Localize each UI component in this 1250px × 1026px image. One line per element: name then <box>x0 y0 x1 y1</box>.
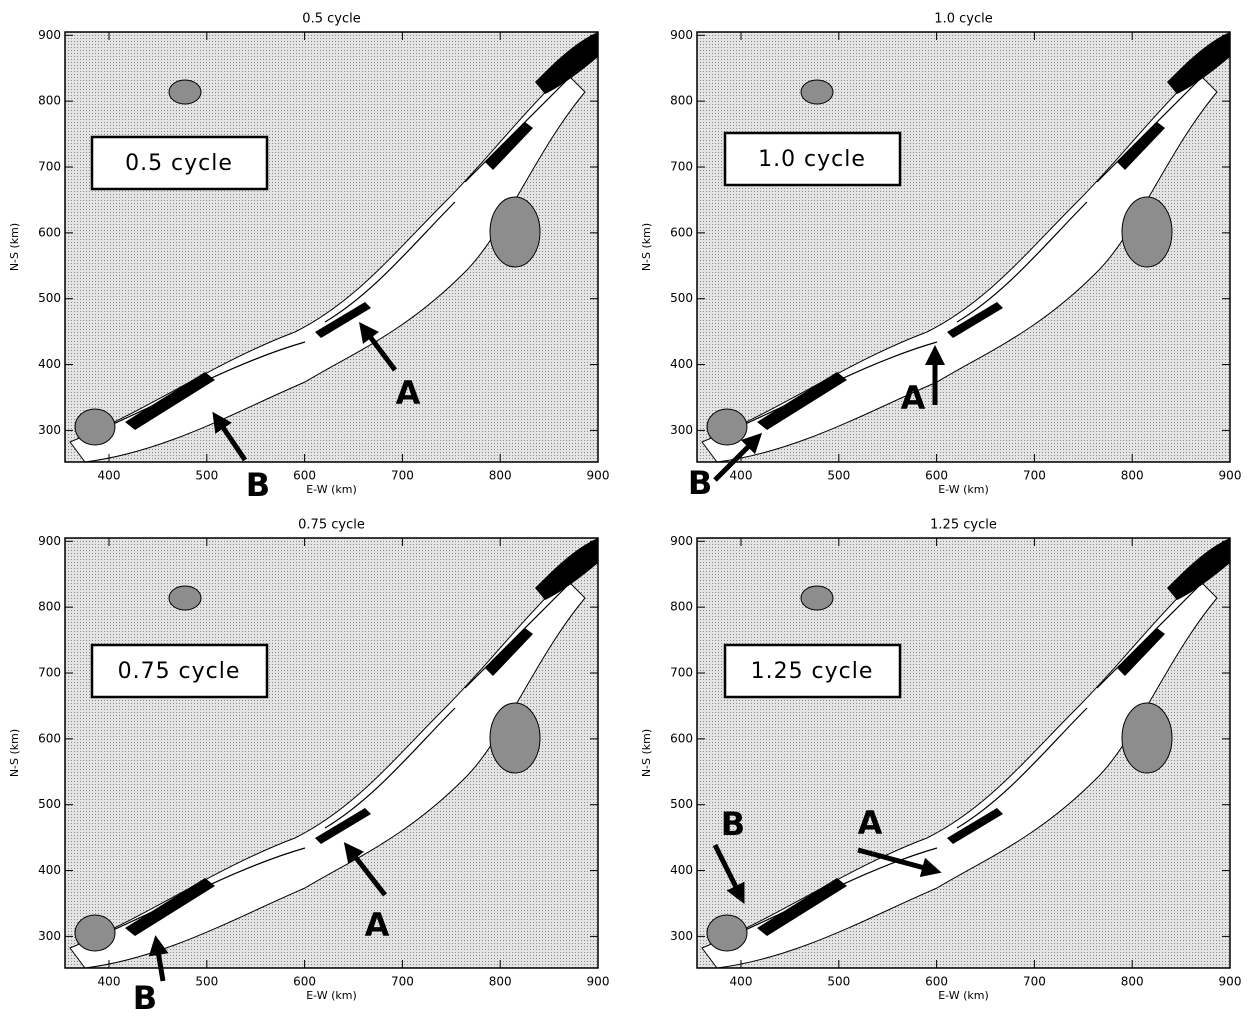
x-tick-label: 500 <box>827 469 850 483</box>
y-tick-label: 300 <box>670 929 693 943</box>
y-tick-label: 300 <box>670 423 693 437</box>
y-tick-label: 500 <box>670 291 693 305</box>
contour-blob <box>707 915 747 951</box>
y-tick-label: 600 <box>670 225 693 239</box>
x-tick-label: 500 <box>195 469 218 483</box>
x-tick-label: 600 <box>925 975 948 989</box>
contour-blob <box>490 197 540 267</box>
y-tick-label: 800 <box>670 600 693 614</box>
x-axis-label: E-W (km) <box>938 989 989 1002</box>
label-box-text: 0.75 cycle <box>118 659 241 684</box>
x-tick-label: 800 <box>1121 975 1144 989</box>
x-axis-label: E-W (km) <box>938 483 989 496</box>
y-tick-label: 900 <box>38 534 61 548</box>
annotation-label: A <box>858 804 883 842</box>
panel: 400 500 600 700 800 900 300 400 500 600 700 800 900 1… <box>640 518 1241 1003</box>
label-box-text: 1.25 cycle <box>751 659 874 684</box>
contour-blob <box>75 915 115 951</box>
y-tick-label: 500 <box>670 797 693 811</box>
y-tick-label: 300 <box>38 929 61 943</box>
x-tick-label: 800 <box>1121 469 1144 483</box>
annotation-label: A <box>901 379 926 417</box>
x-tick-label: 700 <box>391 469 414 483</box>
y-tick-label: 900 <box>670 534 693 548</box>
y-tick-label: 600 <box>670 731 693 745</box>
contour-blob <box>1122 703 1172 773</box>
contour-blob <box>1122 197 1172 267</box>
x-tick-label: 900 <box>1219 975 1242 989</box>
x-tick-label: 600 <box>293 975 316 989</box>
y-tick-label: 500 <box>38 797 61 811</box>
annotation-label: B <box>721 805 745 843</box>
y-tick-label: 300 <box>38 423 61 437</box>
label-box-text: 0.5 cycle <box>125 151 233 176</box>
contour-blob <box>490 703 540 773</box>
x-tick-label: 400 <box>98 469 121 483</box>
x-axis-label: E-W (km) <box>306 989 357 1002</box>
annotation-label: A <box>365 906 390 944</box>
x-tick-label: 600 <box>925 469 948 483</box>
y-axis-label: N-S (km) <box>640 729 653 777</box>
y-tick-label: 700 <box>670 665 693 679</box>
contour-blob <box>169 586 201 610</box>
x-tick-label: 700 <box>391 975 414 989</box>
x-tick-label: 500 <box>827 975 850 989</box>
x-tick-label: 400 <box>730 469 753 483</box>
contour-blob <box>75 409 115 445</box>
y-tick-label: 900 <box>670 28 693 42</box>
label-box-text: 1.0 cycle <box>758 147 866 172</box>
contour-blob <box>801 80 833 104</box>
y-tick-label: 900 <box>38 28 61 42</box>
x-tick-label: 900 <box>1219 469 1242 483</box>
y-tick-label: 800 <box>38 600 61 614</box>
x-tick-label: 700 <box>1023 975 1046 989</box>
annotation-label: B <box>133 979 157 1017</box>
y-tick-label: 600 <box>38 731 61 745</box>
y-tick-label: 400 <box>670 357 693 371</box>
x-tick-label: 800 <box>489 975 512 989</box>
contour-blob <box>169 80 201 104</box>
panel: 400 500 600 700 800 900 300 400 500 600 700 800 900 1… <box>640 12 1241 503</box>
y-tick-label: 700 <box>38 159 61 173</box>
panel-title: 0.75 cycle <box>298 518 365 533</box>
y-tick-label: 600 <box>38 225 61 239</box>
panel-title: 0.5 cycle <box>302 12 360 27</box>
figure: 400 500 600 700 800 900 300 400 500 600 700 800 900 0… <box>0 0 1250 1026</box>
panel: 400 500 600 700 800 900 300 400 500 600 700 800 900 0… <box>8 12 609 505</box>
y-tick-label: 800 <box>38 94 61 108</box>
x-tick-label: 800 <box>489 469 512 483</box>
x-axis-label: E-W (km) <box>306 483 357 496</box>
annotation-label: B <box>246 466 270 504</box>
y-tick-label: 700 <box>38 665 61 679</box>
y-tick-label: 400 <box>38 863 61 877</box>
contour-blob <box>707 409 747 445</box>
x-tick-label: 500 <box>195 975 218 989</box>
panel-title: 1.0 cycle <box>934 12 992 27</box>
y-tick-label: 800 <box>670 94 693 108</box>
x-tick-label: 400 <box>98 975 121 989</box>
x-tick-label: 600 <box>293 469 316 483</box>
annotation-label: B <box>688 464 712 502</box>
y-tick-label: 400 <box>38 357 61 371</box>
panel-title: 1.25 cycle <box>930 518 997 533</box>
y-axis-label: N-S (km) <box>8 729 21 777</box>
y-tick-label: 700 <box>670 159 693 173</box>
x-tick-label: 900 <box>587 469 610 483</box>
x-tick-label: 400 <box>730 975 753 989</box>
contour-blob <box>801 586 833 610</box>
annotation-label: A <box>396 374 421 412</box>
panel: 400 500 600 700 800 900 300 400 500 600 700 800 900 0… <box>8 518 609 1018</box>
y-tick-label: 500 <box>38 291 61 305</box>
x-tick-label: 900 <box>587 975 610 989</box>
y-axis-label: N-S (km) <box>8 223 21 271</box>
y-tick-label: 400 <box>670 863 693 877</box>
y-axis-label: N-S (km) <box>640 223 653 271</box>
x-tick-label: 700 <box>1023 469 1046 483</box>
